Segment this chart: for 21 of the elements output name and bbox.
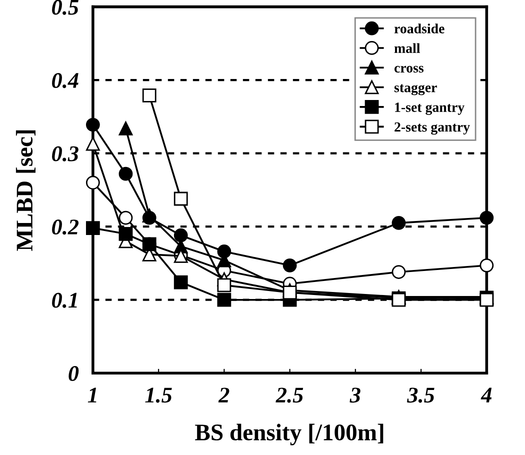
- legend-label: stagger: [394, 84, 437, 96]
- legend-label: roadside: [394, 24, 444, 34]
- y-tick-label: 0.5: [52, 0, 78, 15]
- x-tick-label: 1: [88, 388, 96, 402]
- x-tick-label: 1.5: [145, 388, 172, 403]
- x-tick-label: 2.5: [276, 388, 304, 403]
- y-tick-label: 0.2: [52, 220, 79, 235]
- legend-label: 1-set gantry: [395, 102, 464, 115]
- x-tick-label: 3: [350, 388, 360, 403]
- legend-label: cross: [394, 66, 424, 73]
- y-tick-label: 0.3: [52, 146, 78, 162]
- legend-label: mall: [394, 43, 420, 53]
- x-tick-label: 2: [218, 388, 230, 402]
- x-axis-title: BS density [/100m]: [195, 424, 384, 446]
- x-tick-label: 4: [480, 388, 492, 402]
- y-tick-label: 0.4: [52, 73, 78, 88]
- legend-label: 2-sets gantry: [394, 122, 470, 135]
- y-tick-label: 0.1: [52, 292, 77, 308]
- x-tick-label: 3.5: [406, 388, 434, 403]
- y-tick-label: 0: [68, 366, 79, 382]
- y-axis-title: MLBD [sec]: [16, 130, 36, 251]
